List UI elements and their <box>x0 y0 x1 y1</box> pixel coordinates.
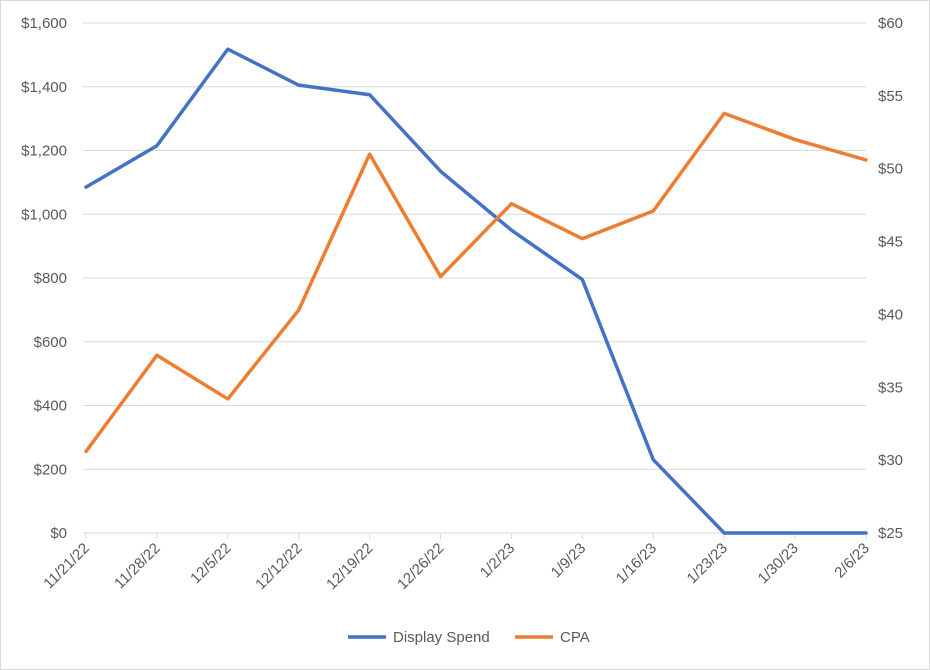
x-tick-label: 12/12/22 <box>252 540 305 593</box>
x-tick-label: 12/26/22 <box>394 540 447 593</box>
legend-label: CPA <box>560 629 590 646</box>
gridlines <box>83 22 866 534</box>
y-left-tick-label: $600 <box>34 334 67 351</box>
x-tick-label: 11/21/22 <box>40 540 93 593</box>
y-right-tick-label: $50 <box>878 161 903 178</box>
series-line-display-spend <box>84 47 868 535</box>
y-left-tick-label: $1,000 <box>21 206 67 223</box>
series-lines <box>84 47 868 535</box>
y-left-tick-label: $200 <box>34 461 67 478</box>
y-right-tick-label: $45 <box>878 234 903 251</box>
legend-label: Display Spend <box>393 629 490 646</box>
y-left-tick-label: $1,600 <box>21 15 67 32</box>
y-left-tick-label: $1,200 <box>21 143 67 160</box>
y-right-tick-label: $40 <box>878 306 903 323</box>
y-right-tick-label: $55 <box>878 88 903 105</box>
x-tick-label: 1/2/23 <box>477 540 519 582</box>
y-left-tick-label: $800 <box>34 270 67 287</box>
x-tick-label: 1/23/23 <box>684 540 731 587</box>
x-tick-label: 1/9/23 <box>548 540 590 582</box>
right-axis: $25 $30 $35 $40 $45 $50 $55 $60 <box>878 15 903 542</box>
left-axis: $0 $200 $400 $600 $800 $1,000 $1,200 $1,400 $1,6… <box>21 15 67 542</box>
x-tick-label: 12/19/22 <box>323 540 376 593</box>
y-left-tick-label: $0 <box>50 525 67 542</box>
y-right-tick-label: $60 <box>878 15 903 32</box>
y-left-tick-label: $1,400 <box>21 79 67 96</box>
x-axis: 11/21/22 11/28/22 12/5/22 12/12/22 12/19/22 1… <box>40 533 873 593</box>
x-tick-label: 11/28/22 <box>111 540 164 593</box>
series-line-cpa <box>84 111 868 454</box>
x-tick-label: 1/16/23 <box>613 540 660 587</box>
x-tick-label: 2/6/23 <box>831 540 873 582</box>
x-tick-label: 12/5/22 <box>187 540 234 587</box>
legend: Display Spend CPA <box>348 629 590 646</box>
x-tick-label: 1/30/23 <box>755 540 802 587</box>
y-left-tick-label: $400 <box>34 398 67 415</box>
y-right-tick-label: $35 <box>878 379 903 396</box>
y-right-tick-label: $25 <box>878 525 903 542</box>
y-right-tick-label: $30 <box>878 452 903 469</box>
